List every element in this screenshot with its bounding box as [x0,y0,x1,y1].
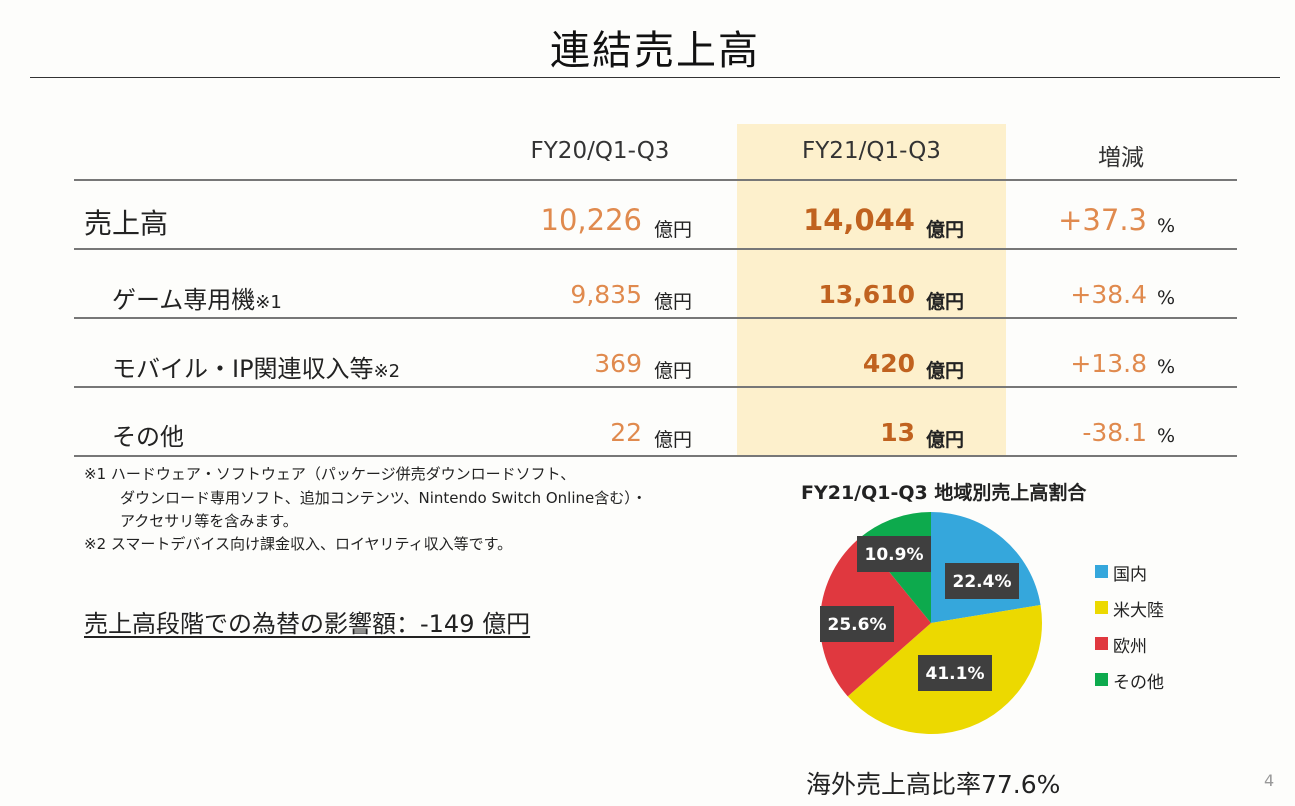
fy21-unit: 億円 [926,291,965,313]
fy21-value: 420 [862,349,915,378]
fy21-unit: 億円 [926,219,965,241]
table-header-divider [74,179,1237,181]
fy20-value: 10,226 [540,203,642,237]
row-divider [74,317,1237,319]
legend-label: 欧州 [1113,637,1147,657]
change-unit: % [1157,215,1176,237]
footnote-1-line-2: ダウンロード専用ソフト、追加コンテンツ、Nintendo Switch Onli… [120,489,647,507]
legend-swatch [1095,637,1108,650]
pie-data-label-box [857,536,931,572]
pie-data-label-text: 25.6% [828,615,887,635]
fx-impact-text: 売上高段階での為替の影響額：-149 億円 [84,610,531,638]
pie-data-label: 41.1% [918,655,992,691]
pie-data-label-text: 10.9% [865,545,924,565]
fy20-value: 22 [610,418,642,447]
footnote-1-line-3: アクセサリ等を含みます。 [120,512,298,530]
fy20-unit: 億円 [654,429,693,451]
row-label: その他 [112,417,184,452]
pie-data-label: 10.9% [857,536,931,572]
row-label-note: ※1 [255,292,282,313]
column-header-fy21: FY21/Q1-Q3 [802,138,941,164]
fy21-value: 13,610 [818,280,915,309]
fy21-value: 14,044 [803,203,915,237]
row-label: ゲーム専用機※1 [112,280,282,315]
pie-data-label-box [918,655,992,691]
page-title: 連結売上高 [550,28,760,74]
legend-swatch [1095,673,1108,686]
column-header-change: 増減 [1098,145,1144,171]
pie-chart: 22.4% 41.1% 25.6% 10.9% [820,512,1042,734]
pie-data-label-box [820,606,894,642]
row-label-text: ゲーム専用機 [112,286,256,314]
fy20-value: 9,835 [570,280,642,309]
page-number: 4 [1264,771,1275,790]
row-label: モバイル・IP関連収入等※2 [112,349,400,384]
change-value: +37.3 [1058,203,1147,237]
row-divider [74,386,1237,388]
change-unit: % [1157,287,1176,309]
overseas-sales-ratio: 海外売上高比率77.6% [806,770,1061,799]
pie-data-label-text: 22.4% [953,572,1012,592]
legend-label: その他 [1113,673,1164,693]
legend-swatch [1095,565,1108,578]
fy20-unit: 億円 [654,219,693,241]
fy21-unit: 億円 [926,360,965,382]
change-value: -38.1 [1082,418,1147,447]
fy20-value: 369 [594,349,642,378]
row-label: 売上高 [84,202,168,242]
legend-label: 米大陸 [1113,601,1164,621]
row-label-text: 売上高 [84,207,169,240]
pie-data-label: 25.6% [820,606,894,642]
row-label-text: モバイル・IP関連収入等 [112,355,374,383]
fy21-value: 13 [880,418,915,447]
change-value: +13.8 [1070,349,1147,378]
footnote-2: ※2 スマートデバイス向け課金収入、ロイヤリティ収入等です。 [84,535,513,553]
title-divider [30,77,1280,78]
row-divider [74,248,1237,250]
chart-title: FY21/Q1-Q3 地域別売上高割合 [801,482,1087,504]
change-value: +38.4 [1070,280,1147,309]
pie-data-label-text: 41.1% [926,664,985,684]
fy21-unit: 億円 [926,429,965,451]
change-unit: % [1157,356,1176,378]
column-header-fy20: FY20/Q1-Q3 [530,138,670,164]
pie-data-label: 22.4% [945,563,1019,599]
change-unit: % [1157,425,1176,447]
row-label-text: その他 [112,423,184,451]
legend-swatch [1095,601,1108,614]
pie-data-label-box [945,563,1019,599]
fy20-unit: 億円 [654,291,693,313]
table-bottom-divider [74,455,1237,457]
legend-label: 国内 [1113,565,1147,585]
row-label-note: ※2 [373,361,401,382]
fy20-unit: 億円 [654,360,693,382]
footnote-1-line-1: ※1 ハードウェア・ソフトウェア（パッケージ併売ダウンロードソフト、 [84,465,576,483]
